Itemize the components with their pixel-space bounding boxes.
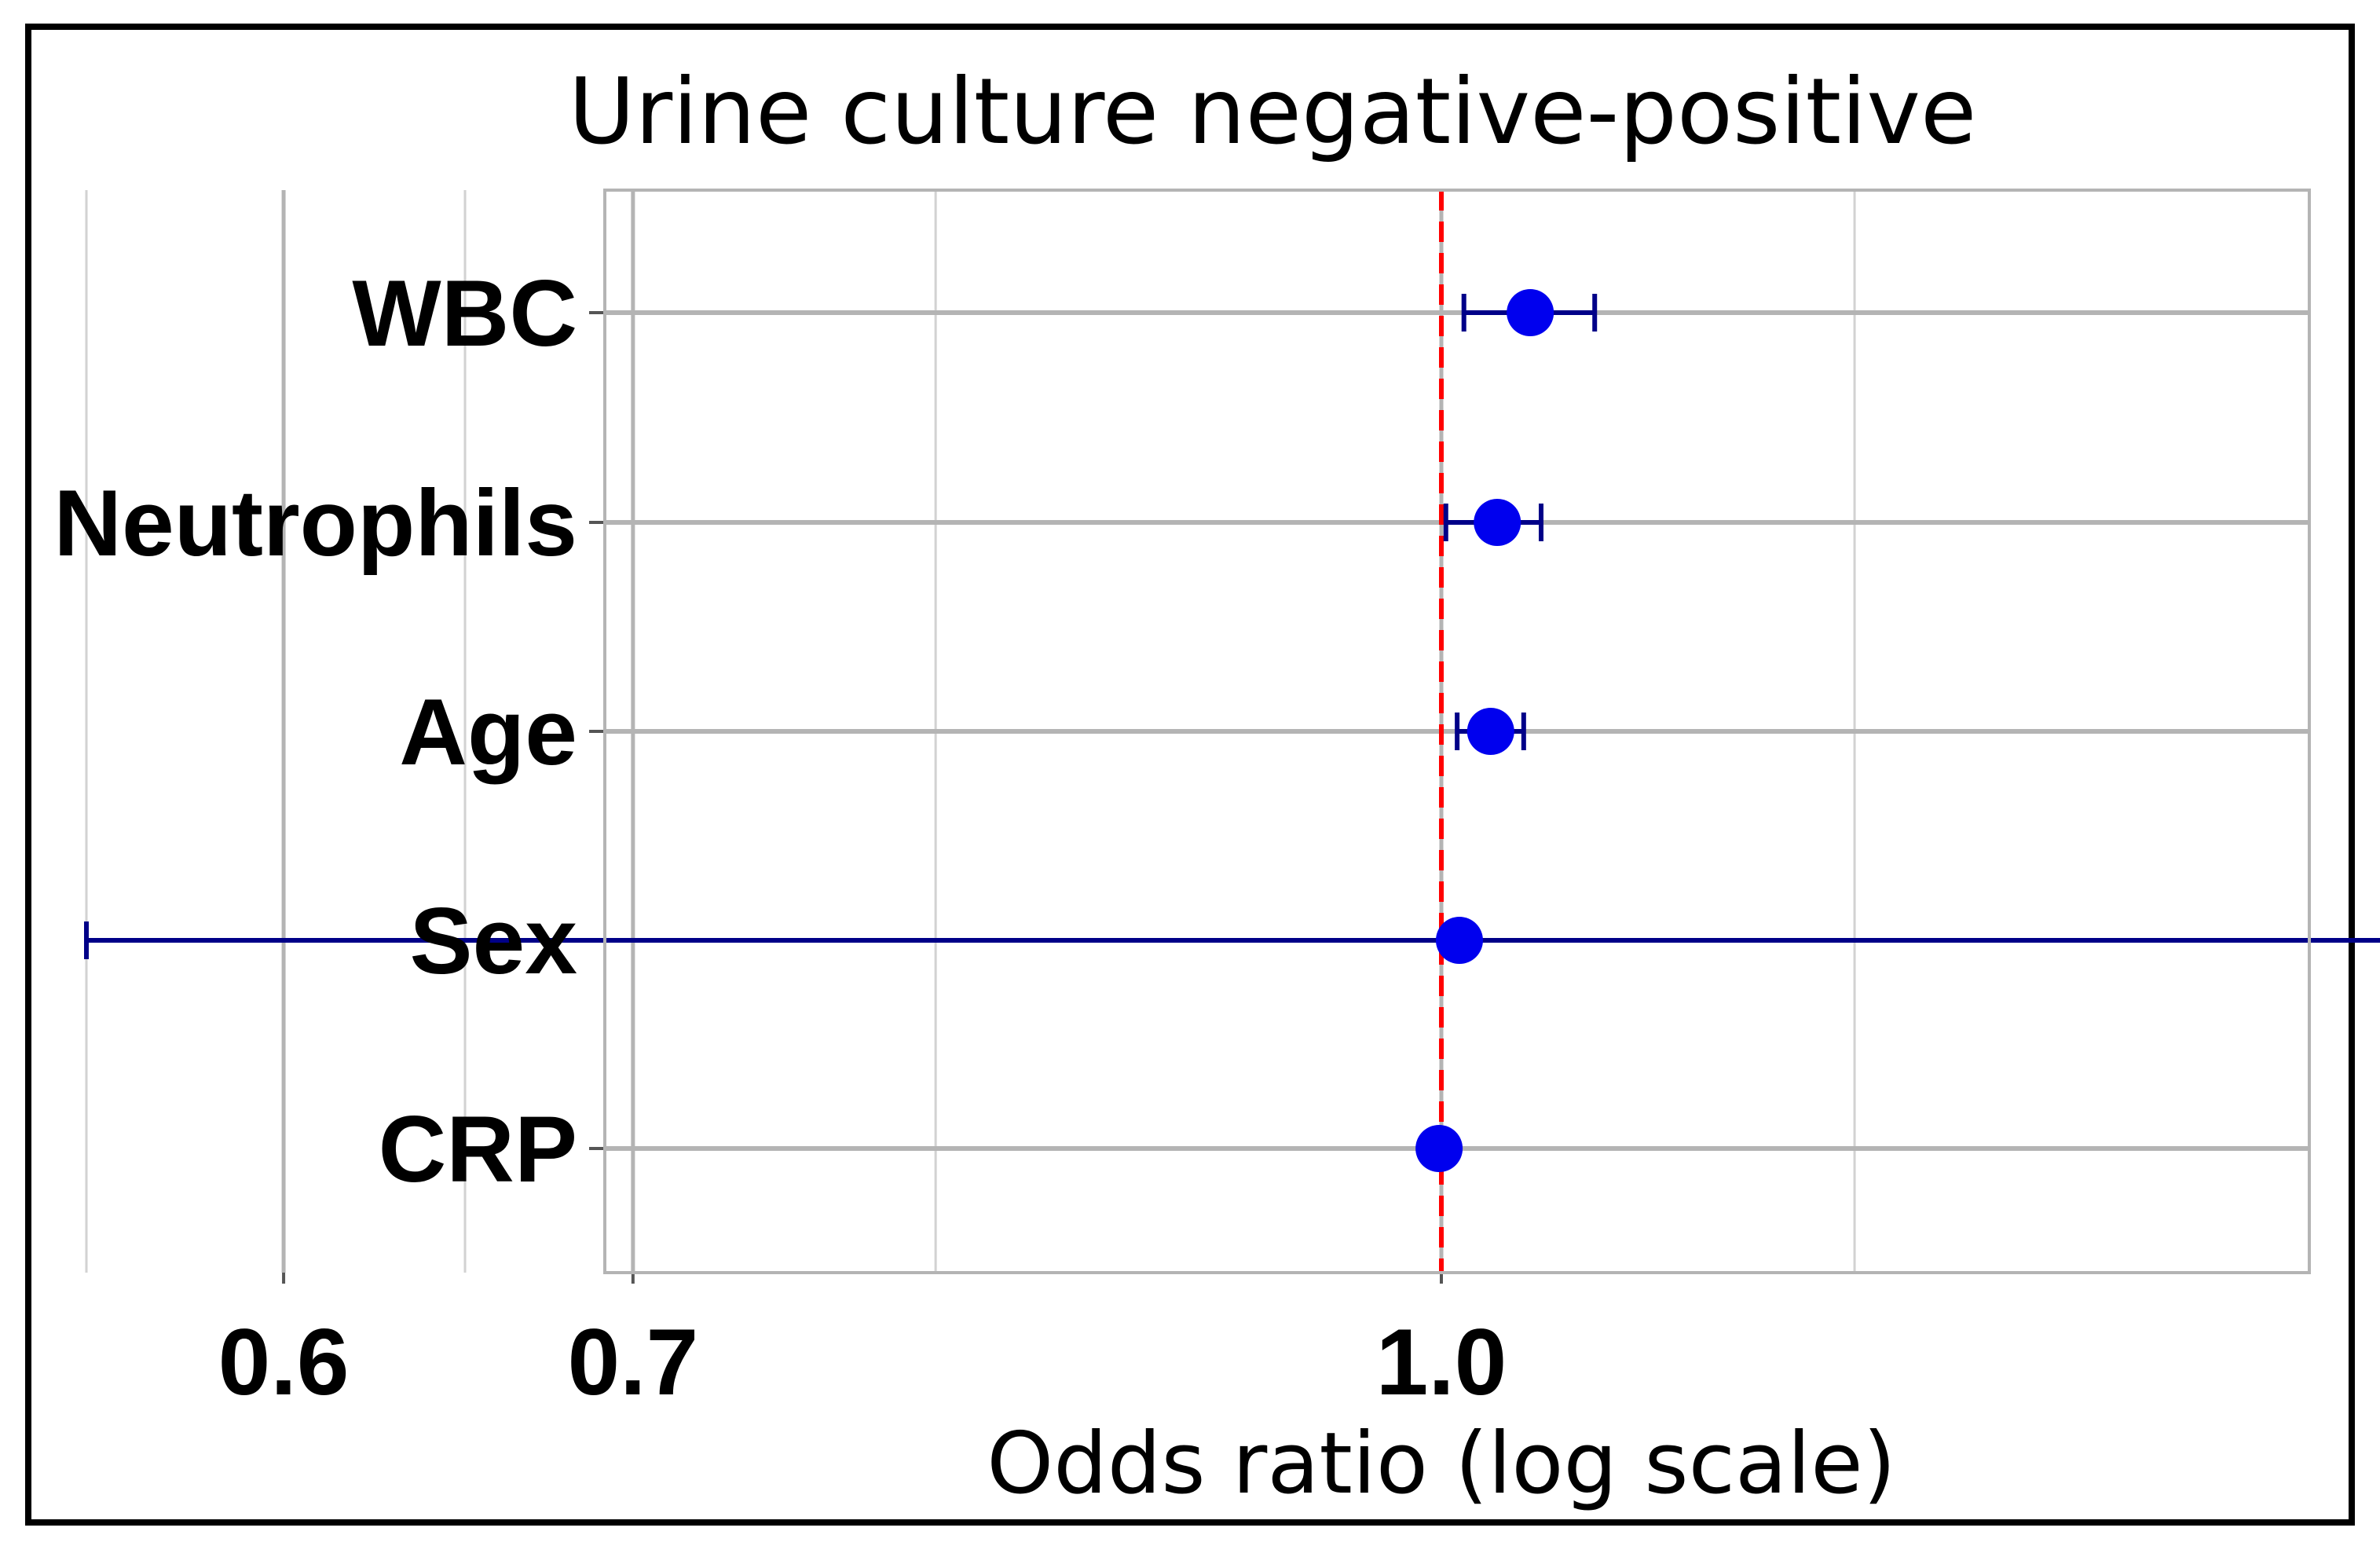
x-tick-labels: 0.6 0.7 1.0: [218, 1310, 1507, 1415]
point-sex: [1435, 917, 1483, 964]
figure-frame: [25, 24, 2355, 1526]
y-label-neutrophils: Neutrophils: [53, 471, 577, 576]
point-neutrophils: [1474, 499, 1521, 546]
point-age: [1466, 708, 1514, 755]
y-label-crp: CRP: [379, 1097, 577, 1202]
x-tick-label: 1.0: [1376, 1310, 1507, 1415]
y-label-wbc: WBC: [352, 261, 577, 366]
plot-area-border: [603, 189, 2311, 1274]
y-label-age: Age: [399, 680, 577, 785]
marks-layer: [84, 289, 2380, 1172]
x-tick-label: 0.7: [567, 1310, 698, 1415]
x-tick-label: 0.6: [218, 1310, 350, 1415]
point-crp: [1415, 1125, 1463, 1172]
point-wbc: [1507, 289, 1554, 336]
chart-title: Urine culture negative-positive: [569, 59, 1977, 165]
y-label-sex: Sex: [409, 888, 577, 994]
x-axis-label: Odds ratio (log scale): [987, 1415, 1896, 1513]
y-tick-labels: WBC Neutrophils Age Sex CRP: [53, 261, 577, 1202]
